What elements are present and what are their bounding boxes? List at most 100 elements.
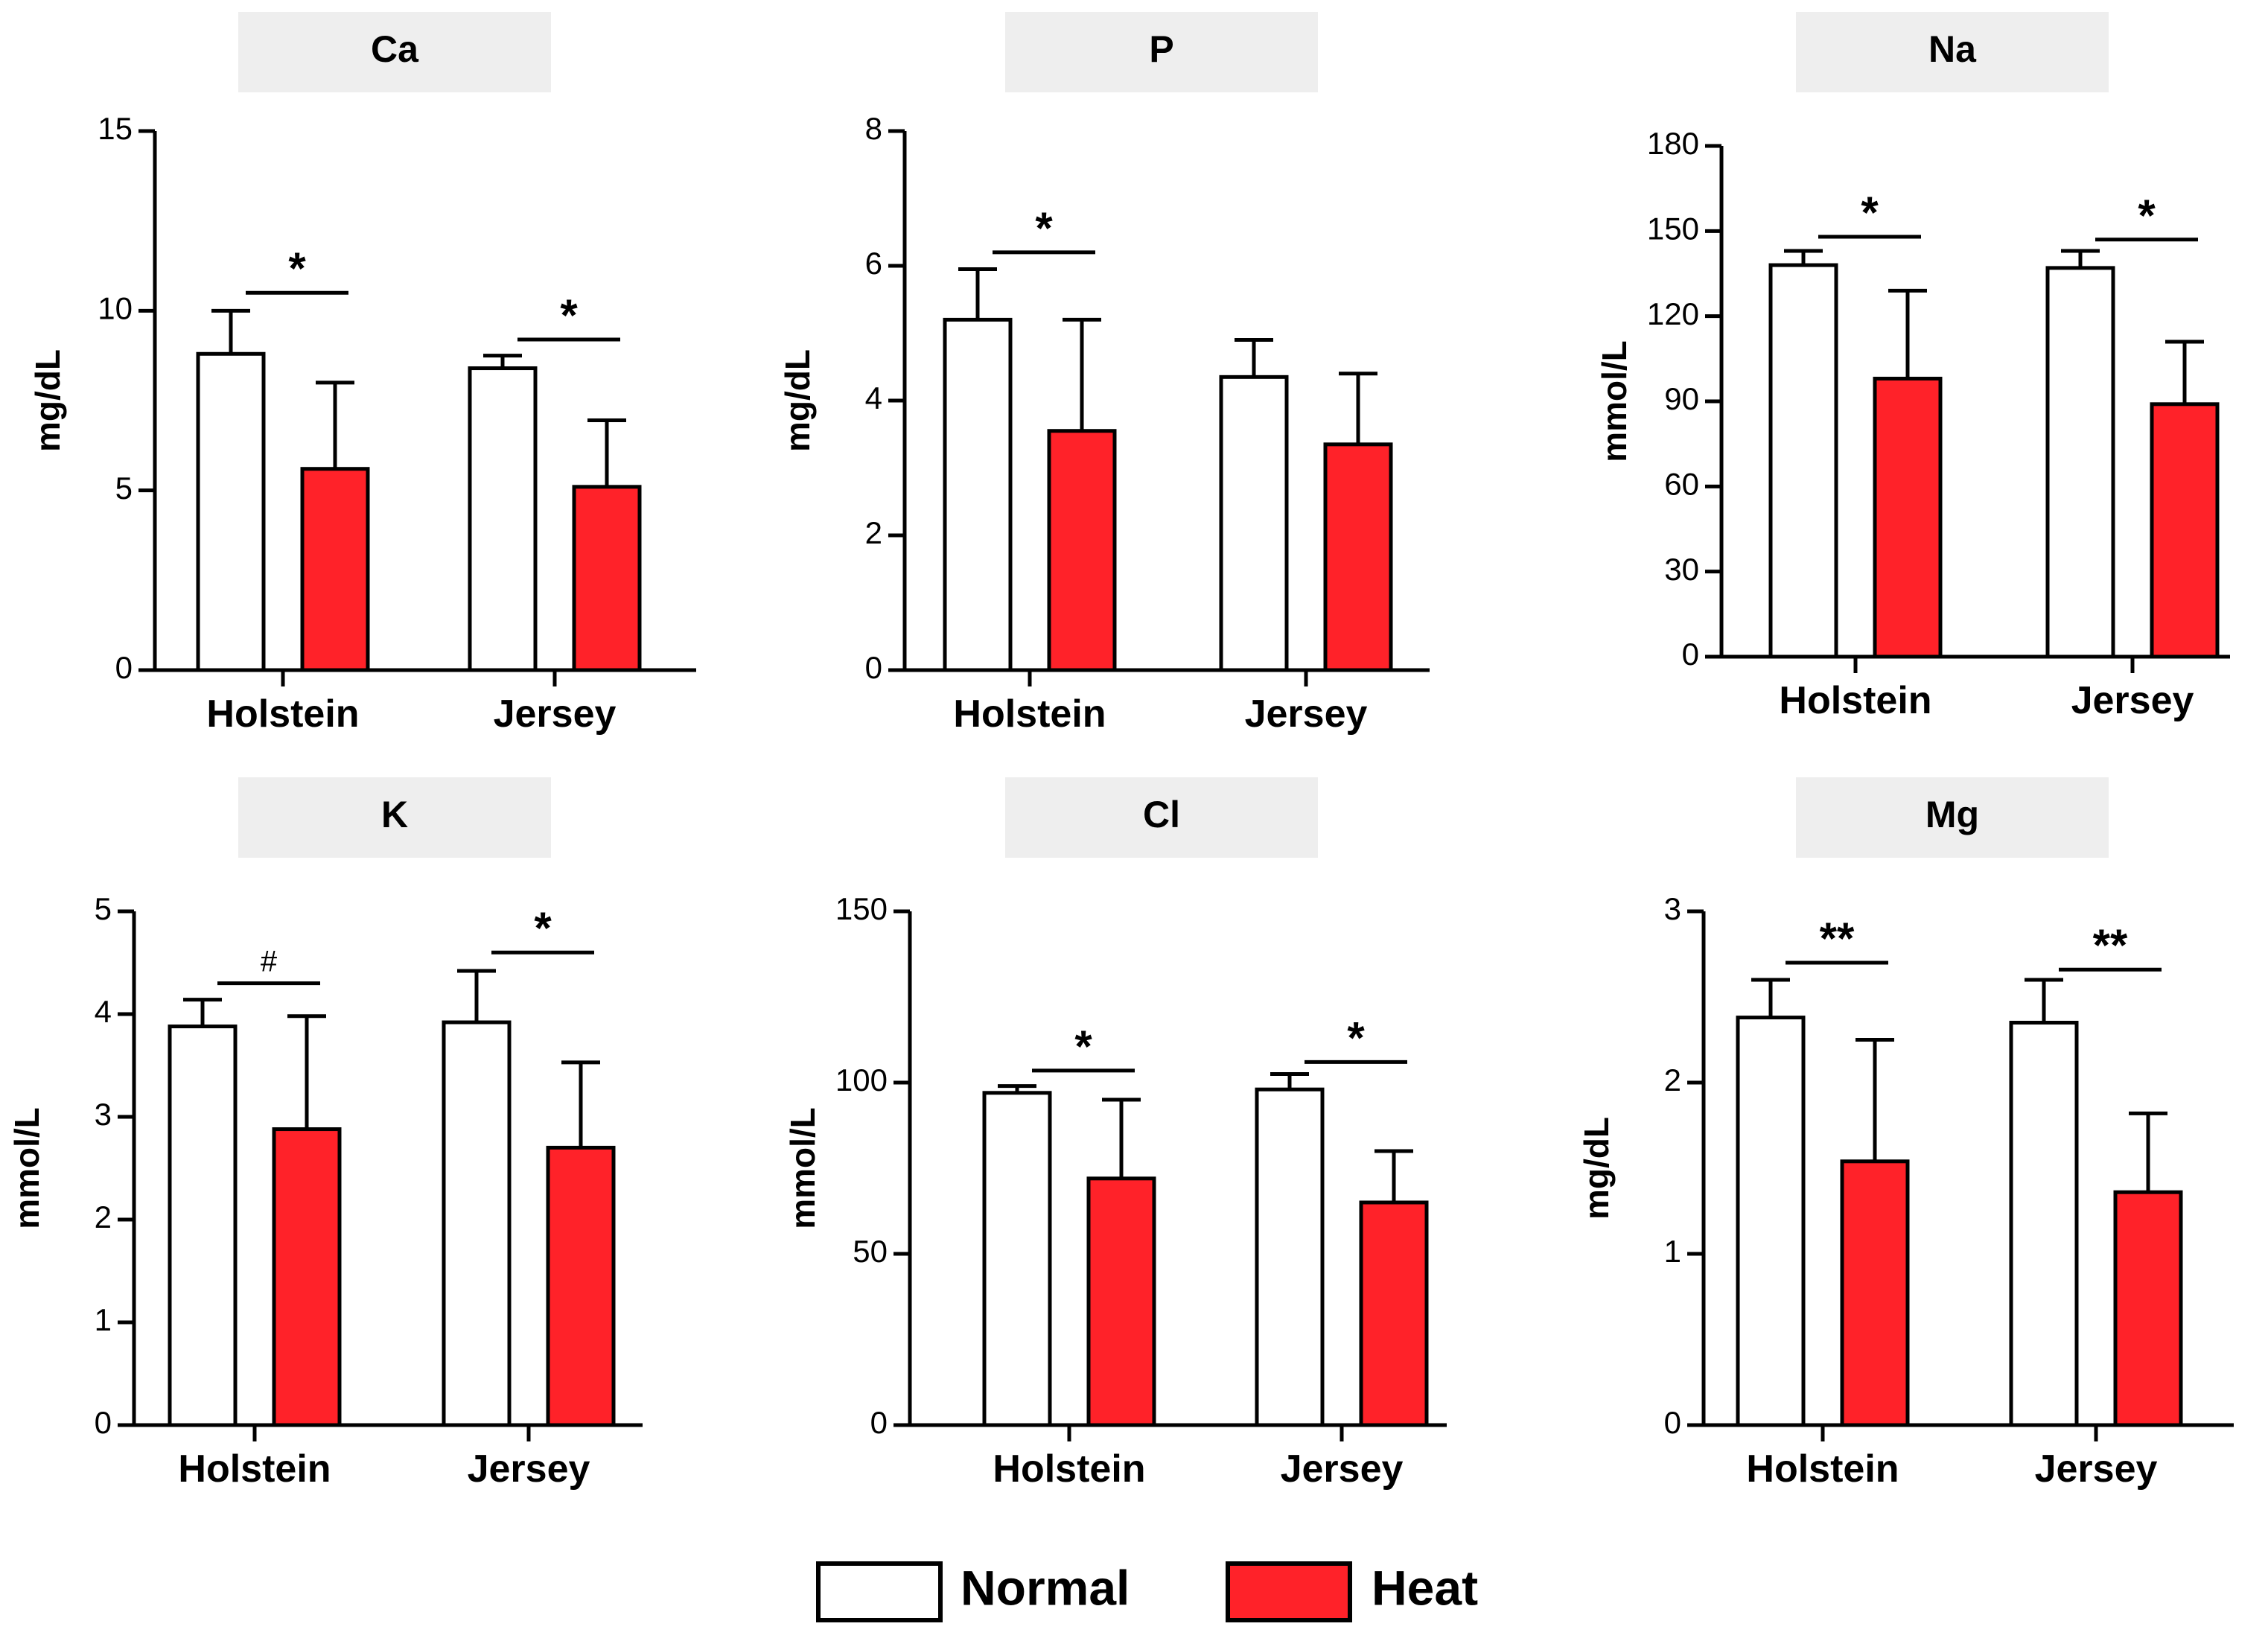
x-tick-label: Jersey bbox=[468, 1447, 590, 1491]
x-tick-label: Holstein bbox=[1779, 679, 1931, 722]
y-axis-label: mmol/L bbox=[783, 1107, 822, 1229]
bar-normal-jersey bbox=[2045, 266, 2115, 659]
y-tick-label: 6 bbox=[865, 246, 882, 281]
y-axis-label: mg/dL bbox=[28, 349, 67, 452]
significance-label: * bbox=[560, 290, 578, 340]
chart-panel-ca: Ca 0 5 10 15 mg/dL Holstein Jersey * * bbox=[28, 12, 696, 736]
y-tick-label: 150 bbox=[835, 891, 888, 926]
x-tick-label: Jersey bbox=[1281, 1447, 1404, 1491]
bar-heat-jersey bbox=[2113, 1190, 2183, 1427]
bar-normal-holstein bbox=[196, 351, 266, 672]
y-tick-label: 2 bbox=[95, 1199, 112, 1234]
bar-normal-jersey bbox=[1255, 1087, 1325, 1427]
panel-title: Mg bbox=[1925, 794, 1979, 835]
x-tick-label: Jersey bbox=[2035, 1447, 2158, 1491]
y-tick-label: 4 bbox=[865, 380, 882, 415]
y-tick-label: 2 bbox=[865, 515, 882, 550]
bar-normal-jersey bbox=[1219, 375, 1289, 672]
chart-panel-k: K 0 1 2 3 4 5 mmol/L Holstein Jersey # * bbox=[7, 777, 643, 1491]
panel-title-box bbox=[238, 12, 551, 92]
y-axis-label: mg/dL bbox=[1577, 1117, 1616, 1220]
bar-normal-holstein bbox=[1768, 263, 1838, 659]
x-tick-label: Holstein bbox=[1746, 1447, 1899, 1491]
bar-heat-holstein bbox=[272, 1127, 342, 1427]
y-tick-label: 60 bbox=[1664, 466, 1699, 501]
legend-label-heat: Heat bbox=[1372, 1560, 1478, 1615]
y-tick-label: 0 bbox=[865, 650, 882, 685]
significance-label: * bbox=[534, 903, 552, 953]
y-tick-label: 120 bbox=[1647, 296, 1699, 331]
x-tick-label: Holstein bbox=[993, 1447, 1145, 1491]
bar-heat-jersey bbox=[546, 1145, 616, 1427]
x-tick-label: Jersey bbox=[1245, 692, 1368, 736]
bar-heat-jersey bbox=[2150, 402, 2220, 659]
legend-swatch-normal bbox=[816, 1561, 943, 1622]
panel-title: Ca bbox=[371, 28, 419, 70]
y-tick-label: 2 bbox=[1664, 1062, 1681, 1097]
bar-heat-jersey bbox=[572, 485, 642, 672]
panel-title: Na bbox=[1928, 28, 1977, 70]
y-axis-label: mmol/L bbox=[1595, 340, 1634, 462]
y-tick-label: 3 bbox=[95, 1097, 112, 1132]
legend-swatch-heat bbox=[1226, 1561, 1352, 1622]
x-tick-label: Holstein bbox=[206, 692, 359, 736]
bar-normal-jersey bbox=[442, 1020, 512, 1427]
y-tick-label: 0 bbox=[870, 1405, 888, 1440]
significance-label: * bbox=[1861, 188, 1879, 238]
y-tick-label: 5 bbox=[115, 471, 133, 506]
bar-normal-holstein bbox=[982, 1091, 1052, 1427]
bar-heat-holstein bbox=[1840, 1159, 1910, 1427]
y-axis-label: mmol/L bbox=[7, 1107, 46, 1229]
x-tick-label: Holstein bbox=[953, 692, 1106, 736]
y-tick-label: 3 bbox=[1664, 891, 1681, 926]
chart-panel-cl: Cl 0 50 100 150 mmol/L Holstein Jersey * * bbox=[783, 777, 1447, 1491]
chart-panel-p: P 0 2 4 6 8 mg/dL Holstein Jersey * bbox=[778, 12, 1430, 736]
y-tick-label: 0 bbox=[1682, 637, 1699, 672]
bar-heat-jersey bbox=[1359, 1200, 1429, 1427]
legend: Normal Heat bbox=[816, 1560, 1478, 1622]
y-axis-label: mg/dL bbox=[778, 349, 817, 452]
significance-label: * bbox=[1035, 203, 1053, 253]
bar-normal-holstein bbox=[1736, 1016, 1806, 1427]
bar-heat-holstein bbox=[300, 467, 370, 672]
panel-title: K bbox=[381, 794, 408, 835]
y-tick-label: 4 bbox=[95, 994, 112, 1029]
y-tick-label: 15 bbox=[98, 111, 133, 146]
y-tick-label: 150 bbox=[1647, 211, 1699, 246]
y-tick-label: 8 bbox=[865, 111, 882, 146]
y-tick-label: 0 bbox=[1664, 1405, 1681, 1440]
y-tick-label: 90 bbox=[1664, 381, 1699, 416]
panel-title-box bbox=[1796, 777, 2109, 858]
y-tick-label: 1 bbox=[1664, 1234, 1681, 1269]
bar-normal-holstein bbox=[943, 317, 1013, 672]
y-tick-label: 180 bbox=[1647, 126, 1699, 161]
y-tick-label: 1 bbox=[95, 1302, 112, 1337]
panel-title-box bbox=[238, 777, 551, 858]
significance-label: ** bbox=[2093, 920, 2128, 970]
x-tick-label: Jersey bbox=[494, 692, 617, 736]
chart-panel-mg: Mg 0 1 2 3 mg/dL Holstein Jersey ** ** bbox=[1577, 777, 2234, 1491]
panel-title-box bbox=[1005, 777, 1318, 858]
bar-heat-holstein bbox=[1873, 377, 1943, 659]
panel-title: Cl bbox=[1143, 794, 1180, 835]
bar-heat-jersey bbox=[1323, 442, 1393, 672]
x-tick-label: Jersey bbox=[2071, 679, 2194, 722]
y-tick-label: 0 bbox=[115, 650, 133, 685]
significance-label: * bbox=[2138, 191, 2156, 240]
y-tick-label: 5 bbox=[95, 891, 112, 926]
x-tick-label: Holstein bbox=[178, 1447, 331, 1491]
significance-label: # bbox=[261, 946, 278, 978]
significance-label: ** bbox=[1820, 914, 1855, 963]
y-tick-label: 100 bbox=[835, 1062, 888, 1097]
legend-label-normal: Normal bbox=[961, 1560, 1130, 1615]
chart-panel-na: Na 0 30 60 90 120 150 180 mmol/L Holstein Jersey * * bbox=[1595, 12, 2230, 722]
panel-title-box bbox=[1796, 12, 2109, 92]
bar-normal-holstein bbox=[168, 1025, 238, 1427]
y-tick-label: 0 bbox=[95, 1405, 112, 1440]
significance-label: * bbox=[1074, 1022, 1092, 1071]
bar-normal-jersey bbox=[2009, 1021, 2079, 1427]
significance-label: * bbox=[288, 243, 306, 293]
bar-heat-holstein bbox=[1086, 1176, 1156, 1427]
bar-normal-jersey bbox=[468, 366, 538, 672]
